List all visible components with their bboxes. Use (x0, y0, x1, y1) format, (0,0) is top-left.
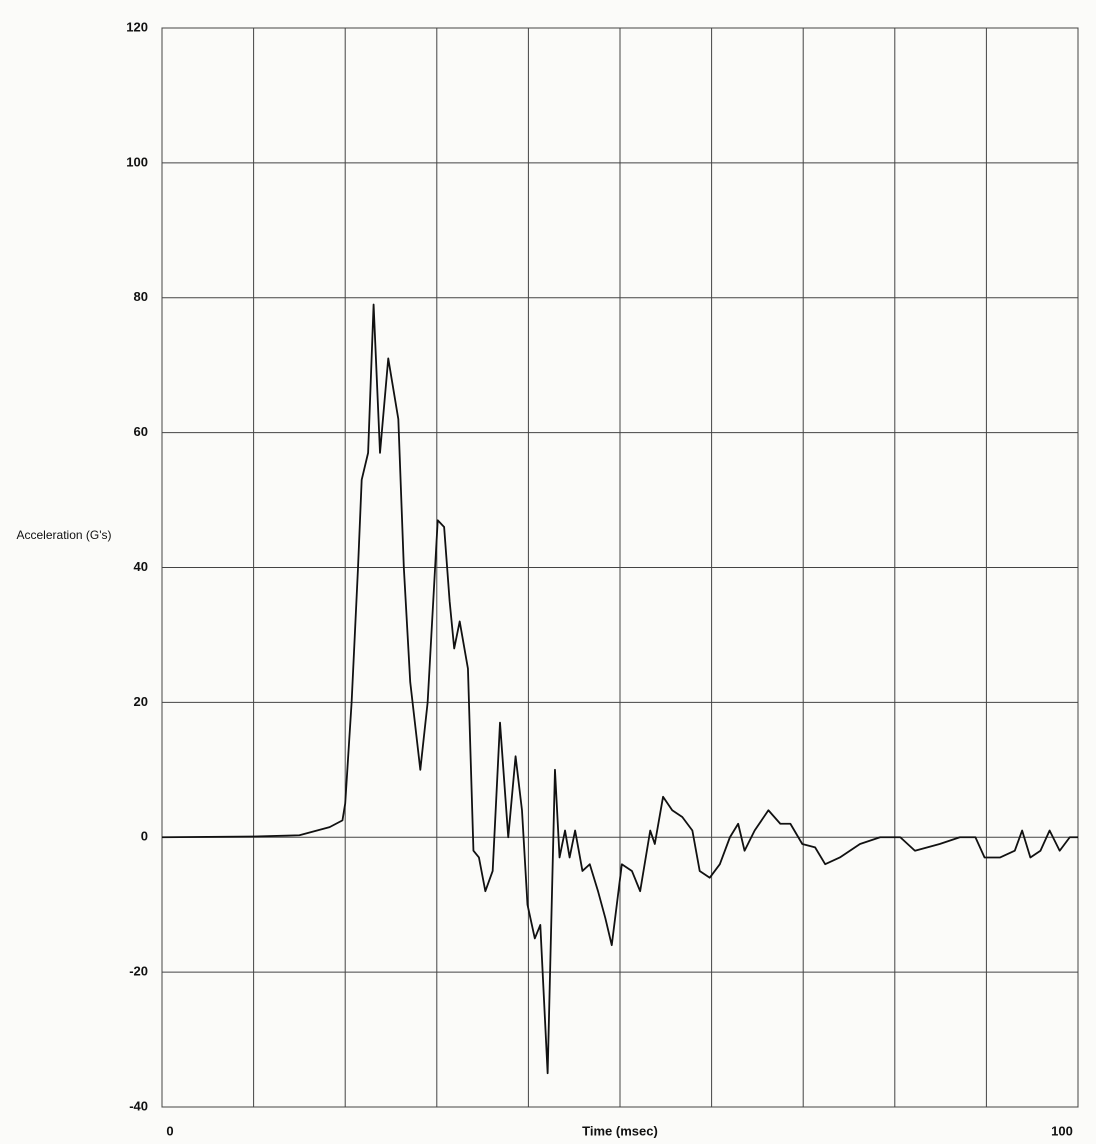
data-line (161, 303, 1078, 1075)
x-axis-label: Time (msec) (582, 1123, 658, 1138)
y-tick-label: 60 (134, 424, 148, 439)
y-tick-label: 120 (126, 19, 148, 34)
y-tick-label: 20 (134, 694, 148, 709)
x-tick-label: 0 (166, 1123, 173, 1138)
y-tick-label: 40 (134, 559, 148, 574)
y-tick-label: 0 (141, 829, 148, 844)
y-tick-label: 80 (134, 289, 148, 304)
x-tick-label: 100 (1051, 1123, 1073, 1138)
y-axis-label: Acceleration (G's) (16, 528, 112, 542)
y-tick-label: -20 (129, 964, 148, 979)
y-tick-label: -40 (129, 1098, 148, 1113)
y-tick-label: 100 (126, 154, 148, 169)
